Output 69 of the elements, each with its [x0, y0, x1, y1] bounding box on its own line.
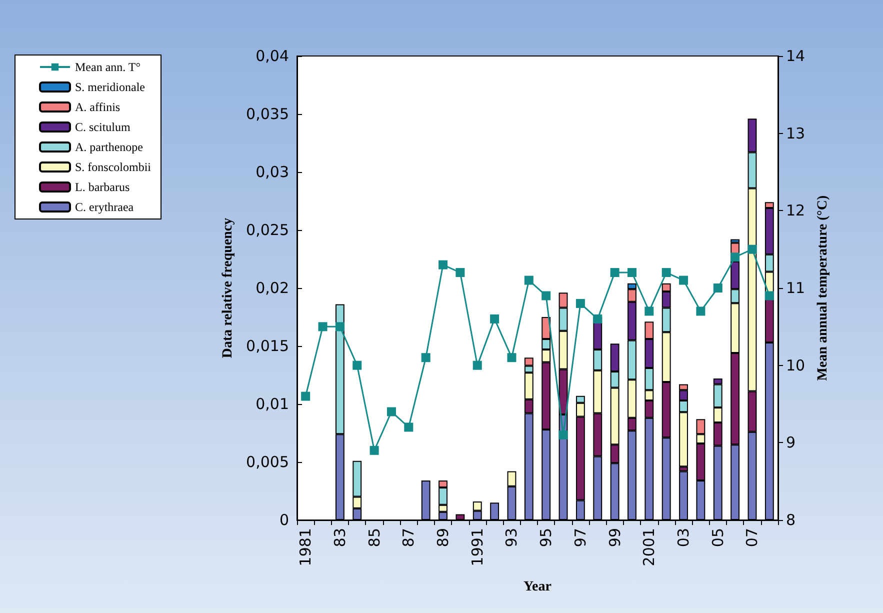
- y2-tick-label: 12: [786, 202, 806, 220]
- point: [730, 252, 740, 262]
- point: [352, 360, 362, 370]
- legend-label: S. meridionale: [75, 80, 145, 94]
- point: [472, 360, 482, 370]
- point: [576, 298, 585, 308]
- y-tick-label: 0,01: [256, 395, 289, 413]
- legend-label: A. affinis: [75, 100, 120, 114]
- point: [644, 306, 654, 316]
- x-tick-label: 85: [365, 528, 384, 548]
- point: [558, 430, 568, 440]
- x-tick-label: 07: [743, 528, 762, 548]
- point: [696, 306, 706, 316]
- point: [421, 353, 430, 362]
- legend-label: A. parthenope: [75, 140, 143, 154]
- x-tick-label: 99: [606, 528, 624, 548]
- point: [386, 407, 396, 416]
- x-tick-label: 1991: [468, 528, 486, 566]
- x-tick-label: 83: [330, 528, 349, 548]
- x-tick-label: 97: [571, 528, 590, 548]
- point: [490, 314, 500, 324]
- point: [593, 314, 602, 324]
- point: [318, 322, 328, 332]
- y2-tick-label: 10: [786, 356, 806, 374]
- x-tick-label: 2001: [640, 528, 658, 566]
- point: [301, 392, 310, 401]
- y2-tick-label: 9: [786, 434, 796, 452]
- y-axis-title: Data relative frequency: [220, 218, 236, 358]
- x-tick-label: 87: [400, 528, 418, 548]
- point: [610, 268, 620, 278]
- legend-label: C. erythraea: [75, 200, 134, 214]
- y2-tick-label: 8: [786, 511, 796, 529]
- y-tick-label: 0,035: [246, 105, 289, 123]
- point: [370, 446, 379, 455]
- x-tick-label: 1981: [296, 528, 315, 566]
- point: [438, 260, 448, 270]
- y2-tick-label: 14: [786, 47, 806, 65]
- point: [507, 353, 516, 362]
- legend-label: L. barbarus: [75, 180, 130, 194]
- point: [748, 244, 757, 254]
- point: [662, 268, 671, 278]
- point: [456, 268, 465, 278]
- x-tick-label: 89: [434, 528, 452, 548]
- point: [542, 291, 551, 300]
- point: [679, 276, 688, 285]
- x-tick-label: 03: [674, 528, 693, 548]
- y2-tick-label: 13: [786, 124, 806, 142]
- x-axis-title: Year: [524, 580, 552, 594]
- point: [713, 284, 722, 292]
- point: [335, 322, 344, 332]
- point: [404, 422, 414, 432]
- y-tick-label: 0,03: [256, 163, 289, 181]
- y-tick-label: 0,005: [246, 453, 289, 471]
- x-tick-label: 05: [708, 528, 727, 548]
- legend-label: S. fonscolombii: [75, 160, 152, 174]
- y2-tick-label: 11: [786, 279, 806, 297]
- x-tick-label: 95: [537, 528, 556, 548]
- point: [627, 268, 636, 278]
- legend-label: Mean ann. T°: [75, 60, 141, 74]
- point: [764, 291, 774, 300]
- y2-axis-title: Mean annual temperature (°C): [815, 194, 830, 381]
- legend-label: C. scitulum: [75, 120, 131, 134]
- point: [524, 276, 534, 285]
- y-tick-label: 0,02: [256, 279, 289, 297]
- y-tick-label: 0,04: [256, 47, 289, 65]
- y-tick-label: 0,025: [246, 221, 289, 239]
- x-tick-label: 93: [502, 528, 521, 548]
- y-tick-label: 0,015: [246, 337, 289, 355]
- y-tick-label: 0: [279, 511, 289, 529]
